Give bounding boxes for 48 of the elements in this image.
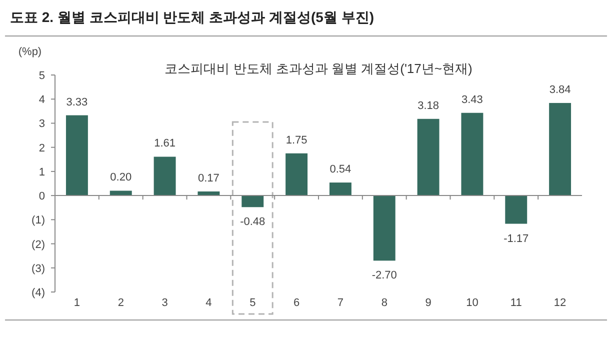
data-label: 1.61 (154, 138, 176, 150)
y-axis-title: (%p) (18, 46, 42, 58)
y-tick-label: 1 (38, 166, 45, 178)
bar (329, 182, 352, 196)
data-label: -0.48 (240, 216, 266, 228)
x-tick-label: 12 (554, 297, 566, 309)
bar (417, 118, 440, 196)
x-tick-label: 1 (74, 297, 80, 309)
x-tick-label: 9 (425, 297, 432, 309)
chart-subtitle: 코스피대비 반도체 초과성과 월별 계절성('17년~현재) (164, 61, 472, 76)
data-label: 0.17 (198, 172, 220, 184)
x-tick-label: 11 (510, 297, 522, 309)
data-label: -2.70 (372, 270, 397, 282)
data-label: 3.43 (461, 94, 483, 106)
y-tick-label: (4) (32, 287, 45, 299)
bar (154, 156, 176, 196)
y-tick-label: 5 (38, 70, 45, 82)
bar (461, 112, 484, 196)
y-tick-label: (3) (32, 262, 45, 275)
data-label: 3.18 (418, 100, 440, 112)
y-tick-label: 4 (38, 94, 45, 106)
x-tick-label: 7 (337, 297, 344, 309)
x-tick-label: 4 (206, 297, 212, 309)
x-tick-label: 5 (250, 297, 256, 309)
bar (505, 196, 528, 224)
data-label: 0.54 (330, 164, 352, 176)
x-tick-label: 6 (293, 297, 300, 309)
y-tick-label: 0 (38, 190, 45, 203)
bar (286, 153, 308, 196)
bar (66, 115, 88, 196)
data-label: 0.20 (110, 172, 132, 184)
y-tick-label: (2) (32, 238, 45, 251)
data-label: 1.75 (286, 134, 308, 146)
bar (110, 190, 132, 196)
chart-title: 도표 2. 월별 코스피대비 반도체 초과성과 계절성(5월 부진) (10, 9, 374, 25)
y-tick-label: 2 (38, 142, 45, 154)
bar (242, 196, 264, 208)
data-label: -1.17 (504, 232, 529, 245)
bar (373, 196, 396, 261)
x-tick-label: 3 (162, 297, 168, 309)
x-tick-label: 2 (118, 297, 124, 309)
y-tick-label: 3 (38, 118, 45, 130)
data-label: 3.33 (66, 96, 88, 108)
bar (549, 102, 572, 196)
data-label: 3.84 (549, 84, 571, 96)
x-tick-label: 10 (466, 297, 478, 309)
x-tick-label: 8 (381, 297, 388, 309)
y-tick-label: (1) (32, 214, 45, 227)
